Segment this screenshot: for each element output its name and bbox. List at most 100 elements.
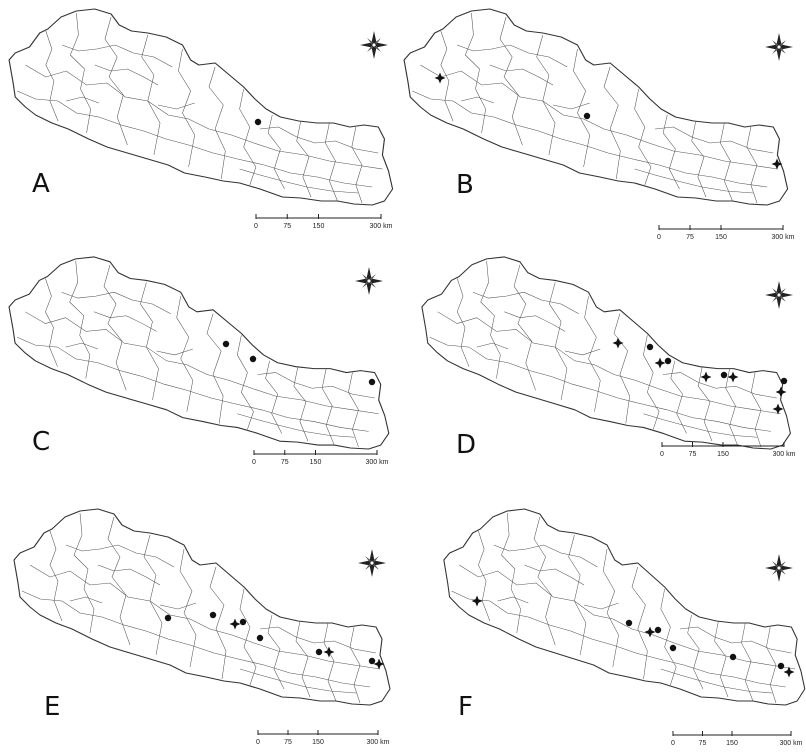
- district-boundary: [480, 260, 501, 379]
- panel-label-a: A: [32, 169, 50, 199]
- north-arrow-icon: [360, 31, 388, 59]
- district-boundary: [259, 626, 377, 654]
- district-boundary: [69, 12, 91, 134]
- district-boundary: [451, 590, 786, 688]
- district-map: [13, 508, 391, 706]
- panel-label-f: F: [458, 692, 473, 722]
- district-boundary: [654, 126, 774, 154]
- district-boundary: [178, 48, 196, 168]
- district-boundary: [239, 588, 257, 686]
- district-boundary: [499, 16, 523, 146]
- record-star-marker: [783, 666, 795, 678]
- district-boundary: [103, 264, 127, 391]
- country-outline: [421, 256, 791, 450]
- scale-tick-label: 150: [715, 234, 727, 241]
- district-boundary: [17, 90, 373, 188]
- district-boundary: [323, 622, 337, 702]
- scale-bar: 0 75 150 300 km: [252, 450, 389, 466]
- record-dot-marker: [315, 648, 323, 656]
- district-boundary: [691, 120, 707, 198]
- panel-label-c: C: [32, 427, 51, 457]
- district-boundary: [472, 291, 579, 314]
- district-boundary: [662, 372, 777, 399]
- district-boundary: [660, 588, 677, 686]
- map-panel-a: 0 75 150 300 km: [5, 5, 400, 233]
- district-boundary: [412, 90, 768, 188]
- district-boundary: [464, 12, 486, 134]
- record-dot-marker: [780, 377, 788, 385]
- district-boundary: [497, 596, 529, 604]
- district-boundary: [750, 372, 762, 448]
- panel-label-e: E: [44, 692, 61, 722]
- scale-tick-label: 0: [660, 451, 664, 458]
- record-dot-marker: [254, 118, 262, 126]
- district-boundary: [719, 122, 733, 202]
- record-star-marker: [654, 357, 666, 369]
- scale-bar: 0 75 150 300 km: [254, 214, 393, 230]
- country-outline: [443, 508, 806, 706]
- district-boundary: [45, 30, 59, 122]
- district-boundary: [65, 544, 175, 568]
- district-boundary: [69, 596, 103, 604]
- district-boundary: [634, 88, 652, 186]
- district-boundary: [321, 368, 335, 446]
- district-boundary: [513, 264, 536, 391]
- scale-tick-label: 150: [310, 459, 322, 466]
- district-boundary: [420, 64, 778, 170]
- scale-tick-label: 75: [284, 739, 292, 746]
- district-boundary: [549, 282, 568, 401]
- scale-tick-label: 150: [312, 739, 324, 746]
- district-boundary: [61, 291, 171, 314]
- district-boundary: [351, 126, 363, 204]
- north-arrow-icon: [765, 33, 793, 61]
- scale-tick-label: 75: [689, 451, 697, 458]
- scale-tick-label: 150: [717, 451, 729, 458]
- scale-tick-label: 300 km: [370, 223, 393, 230]
- district-boundary: [602, 548, 619, 668]
- record-dot-marker: [222, 340, 230, 348]
- district-boundary: [49, 530, 63, 622]
- district-boundary: [239, 88, 257, 186]
- district-boundary: [237, 413, 355, 438]
- district-boundary: [157, 102, 195, 110]
- district-boundary: [179, 548, 197, 668]
- district-boundary: [265, 360, 282, 434]
- district-boundary: [536, 34, 556, 156]
- district-boundary: [440, 30, 454, 122]
- district-map: [8, 8, 394, 206]
- district-boundary: [634, 168, 753, 194]
- district-boundary: [17, 337, 369, 432]
- scale-tick-label: 75: [686, 234, 694, 241]
- district-boundary: [613, 313, 630, 424]
- scale-tick-label: 75: [281, 459, 289, 466]
- map-panel-b: 0 75 150 300 km: [400, 5, 806, 250]
- district-boundary: [21, 590, 371, 688]
- district-boundary: [97, 564, 161, 586]
- record-star-marker: [771, 158, 783, 170]
- district-boundary: [461, 96, 494, 104]
- country-outline: [8, 256, 390, 450]
- scale-bar: 0 75 150 300 km: [660, 442, 796, 458]
- district-boundary: [746, 126, 758, 204]
- panel-label-d: D: [456, 430, 477, 460]
- district-boundary: [239, 168, 358, 194]
- record-dot-marker: [368, 657, 376, 665]
- district-boundary: [237, 335, 254, 430]
- district-boundary: [489, 64, 554, 86]
- scale-bar: 0 75 150 300 km: [657, 225, 795, 241]
- district-boundary: [568, 534, 587, 656]
- district-boundary: [25, 311, 379, 414]
- district-boundary: [533, 516, 556, 646]
- district-map: [443, 508, 806, 706]
- district-boundary: [295, 620, 311, 698]
- scale-tick-label: 75: [283, 223, 291, 230]
- district-boundary: [429, 337, 771, 432]
- record-star-marker: [612, 337, 624, 349]
- district-boundary: [643, 335, 660, 430]
- scale-tick-label: 0: [256, 739, 260, 746]
- district-boundary: [457, 44, 568, 68]
- record-star-marker: [644, 626, 656, 638]
- district-boundary: [93, 311, 157, 332]
- district-boundary: [493, 544, 598, 568]
- scale-tick-label: 0: [254, 223, 258, 230]
